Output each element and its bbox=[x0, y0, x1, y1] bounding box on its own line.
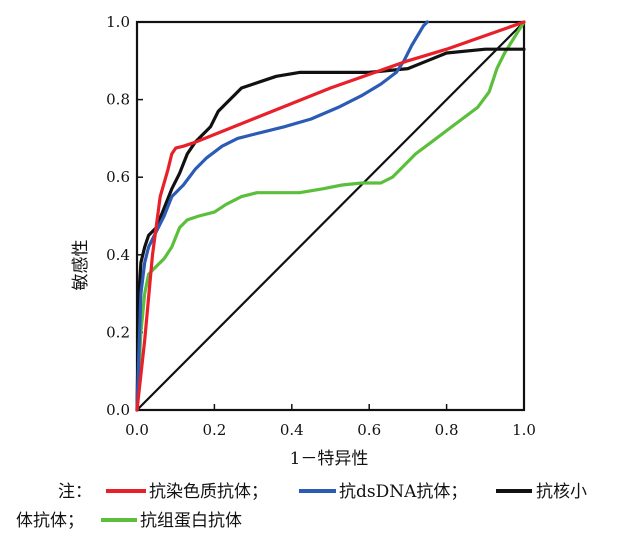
legend-note: 注： 抗染色质抗体； 抗dsDNA抗体； 抗核小 体抗体； 抗组蛋白抗体 bbox=[16, 482, 587, 531]
y-tick-label: 0.0 bbox=[106, 401, 130, 419]
legend-note-prefix: 注： bbox=[58, 482, 92, 502]
legend-label-chromatin: 抗染色质抗体； bbox=[149, 482, 268, 502]
x-tick-label: 0.0 bbox=[125, 421, 149, 439]
x-axis-title: 1－特异性 bbox=[290, 449, 369, 469]
x-tick-label: 0.6 bbox=[357, 421, 381, 439]
roc-curve-dsdna bbox=[135, 20, 429, 412]
y-tick-label: 0.4 bbox=[106, 246, 130, 264]
roc-curve-nucleosome bbox=[135, 47, 526, 412]
x-tick-label: 0.4 bbox=[280, 421, 304, 439]
legend-label-nucleosome-part2: 体抗体； bbox=[16, 511, 84, 531]
legend-label-dsdna: 抗dsDNA抗体； bbox=[339, 482, 467, 502]
plot-frame bbox=[135, 20, 526, 412]
y-tick-label: 0.2 bbox=[106, 323, 130, 341]
reference-diagonal bbox=[135, 20, 526, 412]
y-tick-label: 1.0 bbox=[106, 13, 130, 31]
x-tick-label: 0.8 bbox=[435, 421, 459, 439]
x-tick-label: 1.0 bbox=[512, 421, 536, 439]
y-axis-title: 敏感性 bbox=[71, 240, 91, 291]
y-tick-label: 0.6 bbox=[106, 168, 130, 186]
roc-curve-chromatin bbox=[135, 20, 526, 412]
legend-label-histone: 抗组蛋白抗体 bbox=[140, 511, 242, 531]
x-tick-label: 0.2 bbox=[202, 421, 226, 439]
roc-curve-histone bbox=[135, 20, 526, 412]
legend-label-nucleosome-part1: 抗核小 bbox=[536, 482, 587, 502]
tick-labels: 0.0 0.2 0.4 0.6 0.8 1.0 0.0 0.2 0.4 0.6 0.8 1.0 bbox=[106, 13, 536, 439]
y-tick-label: 0.8 bbox=[106, 91, 130, 109]
roc-curves bbox=[135, 20, 526, 412]
